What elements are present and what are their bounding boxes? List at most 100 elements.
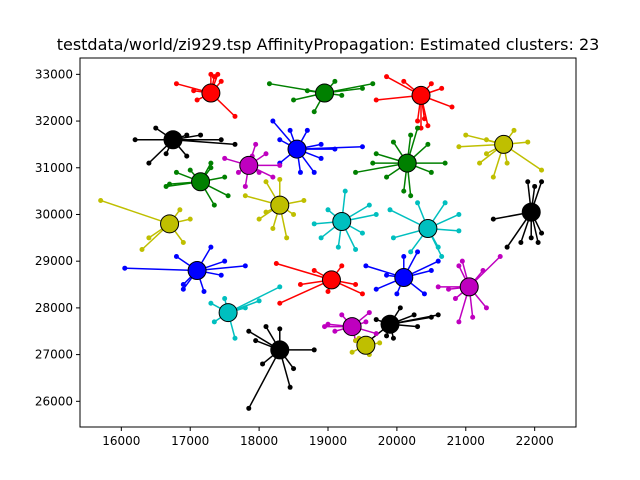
cluster-7-point-8 xyxy=(456,144,462,150)
cluster-3-link-8 xyxy=(172,138,236,146)
cluster-22-point-7 xyxy=(311,347,317,353)
cluster-19-point-2 xyxy=(339,312,345,318)
cluster-12-point-5 xyxy=(373,211,379,217)
cluster-6-point-10 xyxy=(408,132,414,138)
x-tick-label-18000: 18000 xyxy=(240,434,278,448)
cluster-11-point-4 xyxy=(187,216,193,222)
cluster-15-link-0 xyxy=(276,262,332,281)
cluster-18-point-4 xyxy=(256,298,262,304)
cluster-22-point-2 xyxy=(246,405,252,411)
cluster-4-point-4 xyxy=(318,141,324,147)
y-axis-ticks: 26000 27000 28000 29000 30000 31000 32000 33000 xyxy=(35,67,80,408)
cluster-8-point-7 xyxy=(208,160,214,166)
cluster-20-point-7 xyxy=(415,324,421,330)
cluster-20-point-3 xyxy=(397,305,403,311)
cluster-2-center xyxy=(411,85,431,105)
cluster-8-point-5 xyxy=(211,202,217,208)
cluster-6-point-4 xyxy=(408,193,414,199)
cluster-16-point-7 xyxy=(394,291,400,297)
cluster-17-point-3 xyxy=(459,258,465,264)
cluster-5-point-4 xyxy=(277,162,283,168)
cluster-19-point-7 xyxy=(325,321,331,327)
cluster-13-point-4 xyxy=(456,228,462,234)
cluster-20-point-5 xyxy=(428,314,434,320)
y-tick-label-27000: 27000 xyxy=(35,348,73,362)
y-tick-label-28000: 28000 xyxy=(35,301,73,315)
cluster-2-point-0 xyxy=(384,74,390,80)
cluster-13-point-3 xyxy=(435,244,441,250)
cluster-5-center xyxy=(239,155,259,175)
cluster-4-point-1 xyxy=(277,137,283,143)
x-tick-label-22000: 22000 xyxy=(516,434,554,448)
cluster-17-point-6 xyxy=(470,314,476,320)
cluster-6-point-11 xyxy=(373,151,379,157)
cluster-20-point-8 xyxy=(390,335,396,341)
cluster-22-point-0 xyxy=(246,328,252,334)
x-tick-label-20000: 20000 xyxy=(378,434,416,448)
cluster-5-point-0 xyxy=(222,155,228,161)
cluster-17-center xyxy=(459,277,479,297)
cluster-11-point-3 xyxy=(180,240,186,245)
cluster-17-point-0 xyxy=(435,284,441,290)
cluster-10-center xyxy=(521,202,541,222)
cluster-22-point-8 xyxy=(260,361,266,367)
cluster-12-point-3 xyxy=(335,244,341,250)
cluster-10-point-7 xyxy=(535,240,541,245)
cluster-18-point-3 xyxy=(242,305,248,311)
cluster-18-link-5 xyxy=(227,286,281,314)
cluster-3-center xyxy=(163,130,183,150)
cluster-7-point-2 xyxy=(477,160,483,166)
cluster-8-point-3 xyxy=(208,165,214,171)
cluster-7-point-1 xyxy=(483,151,489,157)
cluster-22-point-4 xyxy=(277,326,283,332)
cluster-5-point-7 xyxy=(263,151,269,157)
cluster-9-point-5 xyxy=(270,225,276,231)
cluster-6-point-0 xyxy=(370,160,376,166)
cluster-13-point-0 xyxy=(387,207,393,213)
cluster-18-point-5 xyxy=(277,284,283,290)
cluster-6-point-1 xyxy=(353,169,359,175)
cluster-1-point-1 xyxy=(291,97,297,103)
cluster-13-point-8 xyxy=(439,254,445,260)
cluster-9-point-1 xyxy=(256,216,262,222)
cluster-8-point-6 xyxy=(225,193,231,199)
cluster-12-point-0 xyxy=(311,221,317,227)
cluster-16-point-0 xyxy=(363,263,369,269)
cluster-14-point-2 xyxy=(180,282,186,288)
cluster-18-point-0 xyxy=(208,300,214,306)
cluster-16-point-8 xyxy=(401,254,407,260)
cluster-15-center xyxy=(321,270,341,290)
cluster-19-center xyxy=(342,317,362,337)
cluster-9-point-4 xyxy=(291,211,297,217)
cluster-14-point-4 xyxy=(201,289,207,295)
cluster-7-point-5 xyxy=(525,139,531,145)
cluster-22-link-2 xyxy=(248,349,281,409)
y-tick-label-32000: 32000 xyxy=(35,114,73,128)
cluster-4-point-10 xyxy=(287,127,293,133)
cluster-20-point-1 xyxy=(373,317,379,323)
cluster-0-point-6 xyxy=(194,97,200,103)
cluster-17-point-1 xyxy=(446,286,452,292)
cluster-centers xyxy=(160,83,541,360)
cluster-7-point-0 xyxy=(463,132,469,138)
cluster-15-point-6 xyxy=(277,300,283,306)
cluster-1-point-2 xyxy=(311,109,317,115)
cluster-3-point-5 xyxy=(184,153,190,159)
y-tick-label-26000: 26000 xyxy=(35,394,73,408)
cluster-14-center xyxy=(187,261,207,281)
cluster-15-point-7 xyxy=(325,289,331,295)
cluster-8-point-1 xyxy=(173,169,179,175)
cluster-12-center xyxy=(332,211,352,231)
cluster-0-point-4 xyxy=(218,78,224,84)
x-tick-label-17000: 17000 xyxy=(171,434,209,448)
cluster-6-center xyxy=(397,153,417,173)
cluster-19-point-4 xyxy=(363,319,369,325)
cluster-0-point-7 xyxy=(191,88,197,94)
cluster-19-point-5 xyxy=(366,310,372,316)
cluster-22-point-1 xyxy=(253,338,259,344)
cluster-4-point-3 xyxy=(297,169,303,175)
cluster-14-point-7 xyxy=(218,272,224,278)
cluster-10-point-5 xyxy=(528,235,534,241)
y-tick-label-33000: 33000 xyxy=(35,67,73,81)
cluster-21-point-0 xyxy=(349,349,355,355)
